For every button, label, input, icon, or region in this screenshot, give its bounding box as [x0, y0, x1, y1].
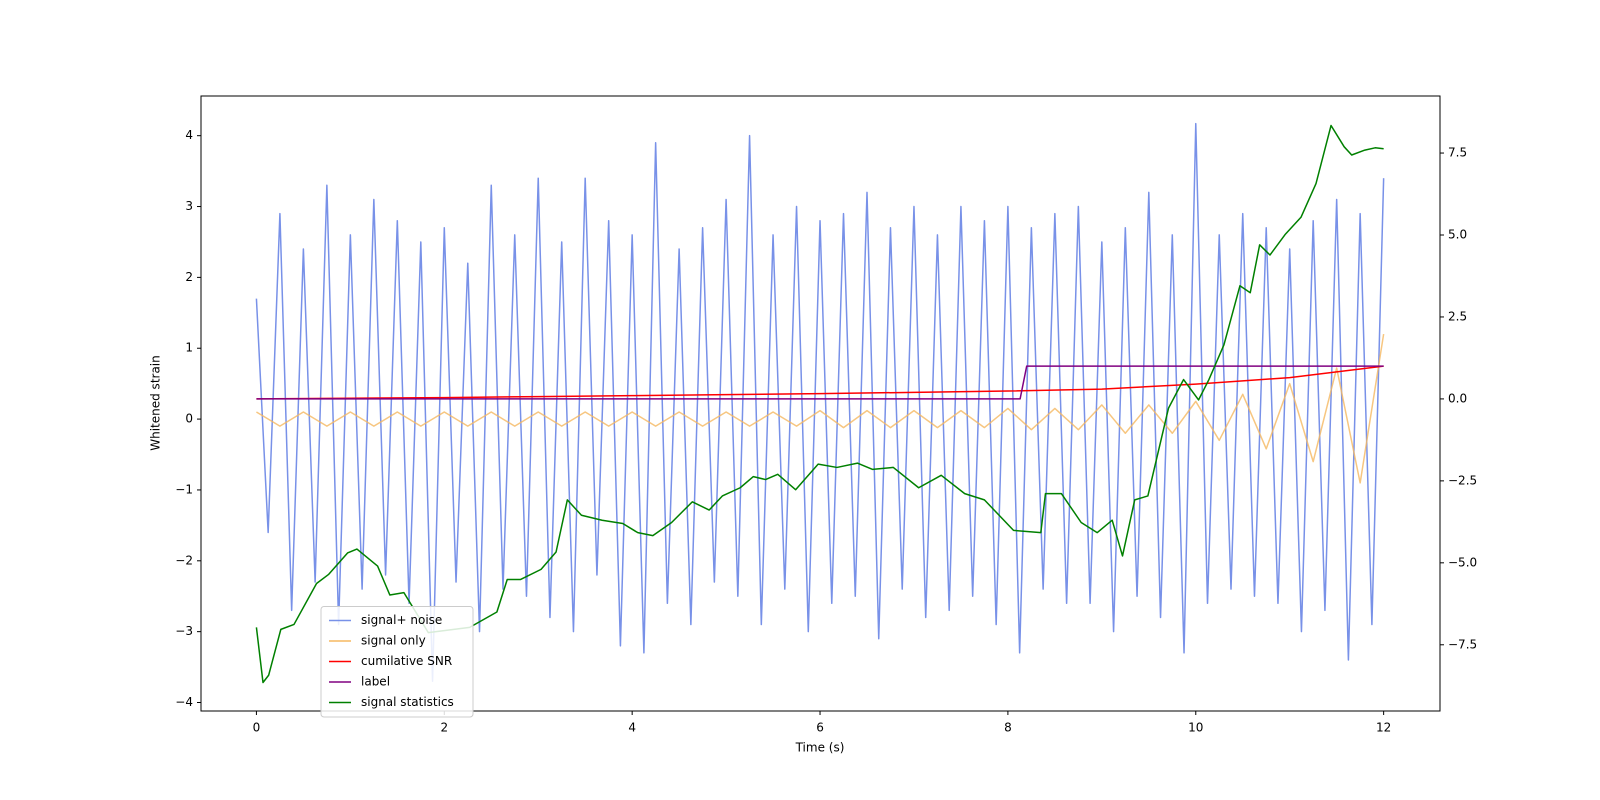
legend-label: cumilative SNR: [361, 654, 452, 668]
y-tick-label: −3: [175, 624, 193, 638]
series-line: [256, 333, 1385, 484]
series-line: [256, 365, 1384, 400]
y2-tick-label: 7.5: [1448, 146, 1467, 160]
legend-label: label: [361, 675, 390, 689]
legend-box: [320, 606, 474, 718]
y-tick-label: 0: [185, 412, 193, 426]
series-line: [255, 122, 1385, 682]
x-tick-label: 12: [1376, 721, 1391, 735]
y-tick-label: −1: [175, 482, 193, 496]
y-tick-label: −2: [175, 553, 193, 567]
y-tick-label: −4: [175, 695, 193, 709]
x-axis-label: Time (s): [795, 741, 845, 755]
x-tick-label: 8: [1004, 721, 1012, 735]
y2-tick-label: 2.5: [1448, 309, 1467, 323]
y-tick-label: 4: [185, 128, 193, 142]
y2-tick-label: 0.0: [1448, 391, 1467, 405]
x-tick-label: 2: [440, 721, 448, 735]
y-axis-label: Whitened strain: [149, 355, 163, 451]
y2-tick-label: 5.0: [1448, 227, 1467, 241]
legend-label: signal+ noise: [361, 613, 442, 627]
x-tick-label: 4: [628, 721, 636, 735]
x-tick-label: 6: [816, 721, 824, 735]
y2-tick-label: −7.5: [1448, 637, 1477, 651]
y2-tick-label: −2.5: [1448, 473, 1477, 487]
series-line: [256, 365, 1384, 400]
y2-tick-label: −5.0: [1448, 555, 1477, 569]
y-tick-label: 1: [185, 341, 193, 355]
x-tick-label: 0: [253, 721, 261, 735]
plot-lines: [255, 122, 1385, 684]
legend-label: signal statistics: [361, 695, 454, 709]
legend-label: signal only: [361, 634, 426, 648]
y-tick-label: 3: [185, 199, 193, 213]
y-tick-label: 2: [185, 270, 193, 284]
x-tick-label: 10: [1188, 721, 1203, 735]
legend: signal+ noise signal only cumilative SNR la…: [320, 606, 474, 718]
